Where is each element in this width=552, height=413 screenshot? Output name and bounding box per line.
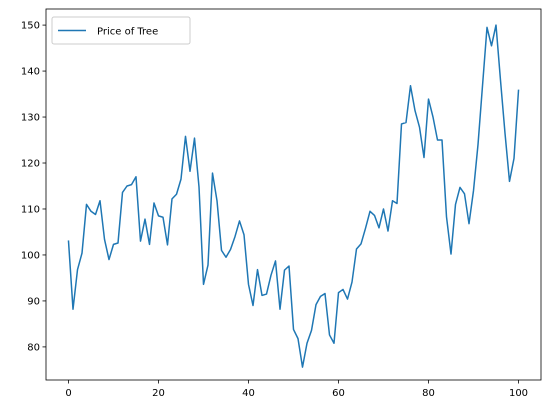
price-of-tree-line (67, 24, 520, 368)
x-tick-label: 20 (152, 388, 165, 399)
y-tick-label: 120 (21, 159, 40, 170)
x-tick-label: 100 (509, 388, 528, 399)
y-tick-label: 80 (27, 342, 40, 353)
x-tick-label: 80 (422, 388, 435, 399)
x-tick-label: 60 (332, 388, 345, 399)
y-tick-label: 140 (21, 67, 40, 78)
y-tick-label: 110 (21, 204, 40, 215)
x-tick-label: 0 (65, 388, 71, 399)
legend-label: Price of Tree (97, 27, 158, 38)
axes: 0 20 40 60 80 100 80 90 100 110 120 130 140 150 (21, 8, 542, 399)
plot-area (67, 24, 520, 368)
axes-frame (45, 8, 542, 381)
legend-box (51, 16, 191, 45)
y-tick-label: 100 (21, 250, 40, 261)
legend: Price of Tree (51, 16, 191, 45)
x-tick-label: 40 (242, 388, 255, 399)
y-tick-label: 130 (21, 113, 40, 124)
y-tick-label: 150 (21, 21, 40, 32)
y-tick-label: 90 (27, 296, 40, 307)
